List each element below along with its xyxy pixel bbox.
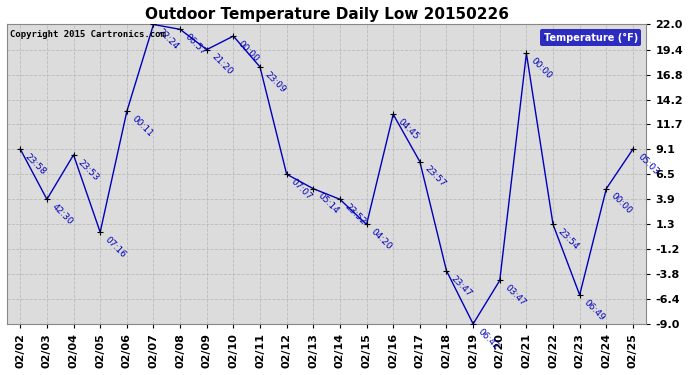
Text: 23:58: 23:58: [23, 152, 48, 177]
Text: 21:20: 21:20: [210, 53, 234, 77]
Text: 23:52: 23:52: [343, 202, 367, 226]
Text: 05:03: 05:03: [635, 152, 660, 177]
Text: 03:47: 03:47: [502, 283, 527, 308]
Text: 00:11: 00:11: [130, 114, 155, 139]
Text: 23:53: 23:53: [77, 158, 101, 182]
Text: 00:00: 00:00: [609, 192, 633, 216]
Text: 23:09: 23:09: [263, 70, 287, 94]
Text: 07:07: 07:07: [289, 177, 314, 202]
Text: 00:00: 00:00: [236, 39, 261, 63]
Text: 04:20: 04:20: [369, 227, 394, 252]
Text: 07:16: 07:16: [103, 235, 128, 260]
Text: 06:57: 06:57: [183, 32, 208, 57]
Text: 05:14: 05:14: [316, 192, 341, 216]
Text: 00:00: 00:00: [529, 56, 554, 81]
Text: 06:49: 06:49: [582, 298, 607, 322]
Text: Copyright 2015 Cartronics.com: Copyright 2015 Cartronics.com: [10, 30, 166, 39]
Text: 23:54: 23:54: [556, 227, 580, 252]
Title: Outdoor Temperature Daily Low 20150226: Outdoor Temperature Daily Low 20150226: [145, 7, 509, 22]
Text: 23:47: 23:47: [449, 273, 474, 298]
Text: 42:30: 42:30: [50, 202, 74, 226]
Legend: Temperature (°F): Temperature (°F): [540, 29, 642, 46]
Text: 22:24: 22:24: [156, 27, 181, 52]
Text: 23:57: 23:57: [422, 164, 447, 189]
Text: 06:42: 06:42: [476, 327, 500, 351]
Text: 04:45: 04:45: [396, 117, 420, 142]
